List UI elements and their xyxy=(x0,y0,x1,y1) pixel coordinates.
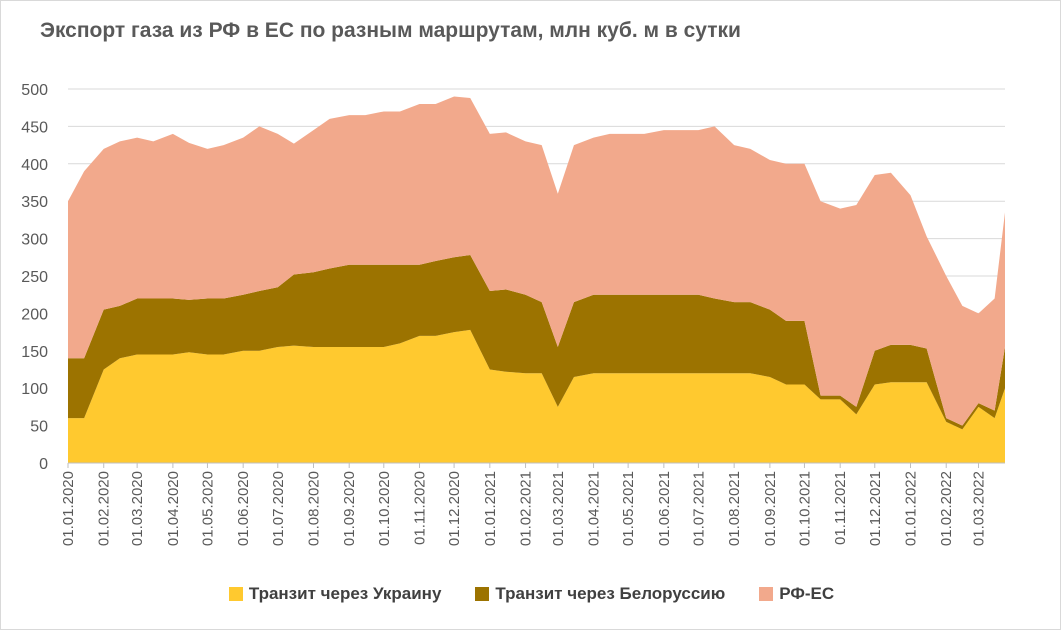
legend-item-rf-eu: РФ-ЕС xyxy=(759,584,834,604)
x-tick-label: 01.06.2021 xyxy=(656,471,673,546)
x-tick-label: 01.08.2020 xyxy=(305,471,322,546)
y-tick-label: 200 xyxy=(21,306,48,323)
x-tick-label: 01.09.2020 xyxy=(341,471,358,546)
legend: Транзит через Украину Транзит через Бело… xyxy=(0,584,1063,604)
legend-swatch-belarus xyxy=(475,587,490,601)
y-tick-label: 250 xyxy=(21,269,48,286)
legend-swatch-rf-eu xyxy=(759,587,774,601)
y-tick-label: 500 xyxy=(21,82,48,99)
x-tick-label: 01.03.2022 xyxy=(970,471,987,546)
x-tick-label: 01.04.2020 xyxy=(165,471,182,546)
y-tick-label: 100 xyxy=(21,381,48,398)
x-tick-label: 01.01.2021 xyxy=(482,471,499,546)
x-tick-label: 01.01.2022 xyxy=(902,471,919,546)
legend-item-ukraine: Транзит через Украину xyxy=(228,584,442,604)
y-tick-label: 400 xyxy=(21,157,48,174)
axes: 0 50 100 150 200 250 300 350 400 450 500 01.01.2020… xyxy=(21,82,1005,546)
x-tick-label: 01.12.2020 xyxy=(446,471,463,546)
area-series-3 xyxy=(68,96,1005,426)
y-tick-label: 300 xyxy=(21,232,48,249)
legend-item-belarus: Транзит через Белоруссию xyxy=(475,584,725,604)
area-series-2 xyxy=(68,255,1005,430)
legend-label-rf-eu: РФ-ЕС xyxy=(779,584,835,603)
x-tick-label: 01.11.2020 xyxy=(412,471,429,545)
x-tick-label: 01.05.2020 xyxy=(199,471,216,546)
x-tick-label: 01.04.2021 xyxy=(586,471,603,546)
x-tick-label: 01.12.2021 xyxy=(867,471,884,546)
x-tick-label: 01.06.2020 xyxy=(235,471,252,546)
x-tick-label: 01.01.2020 xyxy=(60,471,77,546)
x-tick-label: 01.08.2021 xyxy=(726,471,743,546)
x-tick-label: 01.05.2021 xyxy=(620,471,637,546)
x-tick-label: 01.07.2020 xyxy=(270,471,287,546)
y-tick-label: 350 xyxy=(21,194,48,211)
y-tick-label: 150 xyxy=(21,344,48,361)
x-tick-label: 01.02.2021 xyxy=(518,471,535,546)
x-tick-label: 01.02.2020 xyxy=(96,471,113,546)
x-tick-label: 01.11.2021 xyxy=(832,471,849,545)
x-tick-label: 01.03.2020 xyxy=(129,471,146,546)
x-tick-label: 01.10.2020 xyxy=(376,471,393,546)
stacked-areas xyxy=(68,96,1005,463)
y-tick-label: 450 xyxy=(21,119,48,136)
x-tick-label: 01.02.2022 xyxy=(938,471,955,546)
chart-title: Экспорт газа из РФ в ЕС по разным маршру… xyxy=(40,19,741,42)
y-tick-label: 50 xyxy=(30,419,48,436)
x-tick-label: 01.10.2021 xyxy=(796,471,813,546)
y-tick-label: 0 xyxy=(39,456,48,473)
x-tick-label: 01.07.2021 xyxy=(690,471,707,546)
x-tick-label: 01.09.2021 xyxy=(762,471,779,546)
legend-label-ukraine: Транзит через Украину xyxy=(248,584,442,603)
legend-swatch-ukraine xyxy=(228,587,243,601)
legend-label-belarus: Транзит через Белоруссию xyxy=(495,584,726,603)
area-series-1 xyxy=(68,329,1005,463)
x-tick-label: 01.03.2021 xyxy=(550,471,567,546)
